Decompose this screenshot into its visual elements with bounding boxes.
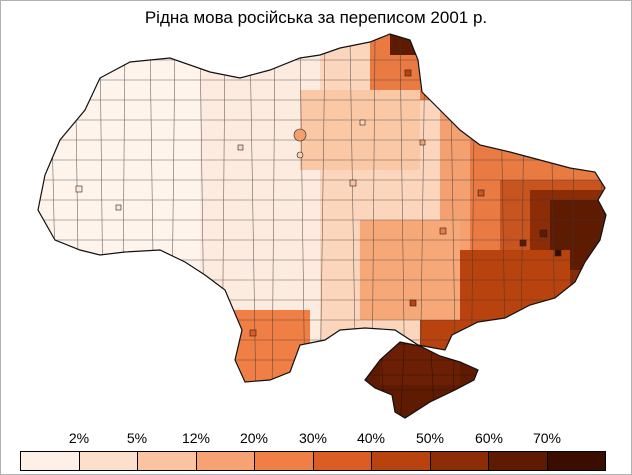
legend-swatch-3 xyxy=(196,452,255,470)
legend-swatch-7 xyxy=(430,452,489,470)
ukraine-border xyxy=(37,33,607,383)
legend-label-70: 70% xyxy=(532,430,562,446)
legend-label-50: 50% xyxy=(415,430,445,446)
legend-swatch-2 xyxy=(138,452,197,470)
raion-boundaries xyxy=(40,39,606,382)
legend-color-bar xyxy=(20,451,606,471)
legend-label-5: 5% xyxy=(126,430,148,446)
legend-swatch-5 xyxy=(313,452,372,470)
legend-label-60: 60% xyxy=(474,430,504,446)
legend-labels: 2% 5% 12% 20% 30% 40% 50% 60% 70% xyxy=(0,430,632,450)
legend-label-20: 20% xyxy=(239,430,269,446)
legend-label-12: 12% xyxy=(181,430,211,446)
legend-swatch-8 xyxy=(489,452,548,470)
city-markers xyxy=(75,69,562,337)
legend-swatch-4 xyxy=(255,452,314,470)
legend-swatch-9 xyxy=(547,452,605,470)
legend-swatch-6 xyxy=(372,452,431,470)
legend-swatch-1 xyxy=(79,452,138,470)
legend-swatch-0 xyxy=(21,452,80,470)
legend-label-30: 30% xyxy=(298,430,328,446)
crimea-border xyxy=(364,341,479,419)
map-title: Рідна мова російська за переписом 2001 р… xyxy=(144,8,488,27)
legend-label-40: 40% xyxy=(356,430,386,446)
legend-label-2: 2% xyxy=(68,430,90,446)
